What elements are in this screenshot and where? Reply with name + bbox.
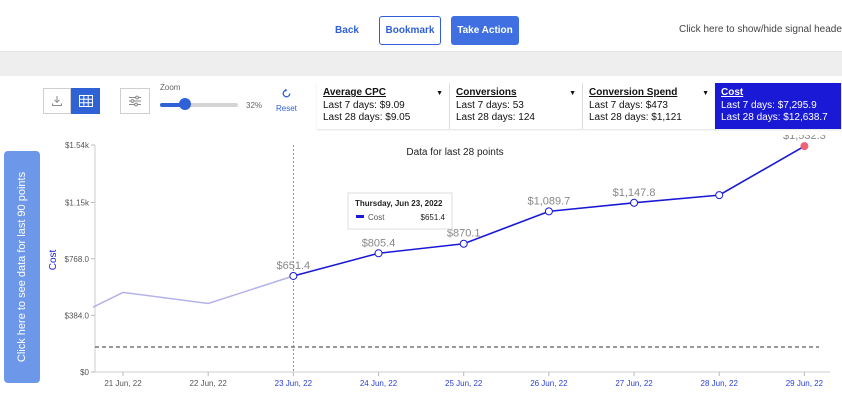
metric-card-average-cpc[interactable]: Average CPC ▼ Last 7 days: $9.09 Last 28… — [317, 83, 450, 129]
metric-title: Conversions — [456, 87, 517, 98]
tooltip-swatch — [356, 215, 364, 218]
y-tick-label: $1.15k — [65, 198, 90, 207]
y-tick-label: $384.0 — [65, 311, 90, 320]
data-label: $1,089.7 — [527, 195, 570, 207]
x-tick-label: 22 Jun, 22 — [189, 379, 227, 388]
download-icon — [52, 96, 62, 106]
x-tick-label: 28 Jun, 22 — [701, 379, 739, 388]
data-label: $1,532.3 — [783, 135, 826, 142]
caret-down-icon[interactable]: ▼ — [436, 90, 443, 97]
tooltip-date: Thursday, Jun 23, 2022 — [355, 199, 443, 208]
metric-last-28-days: Last 28 days: $1,121 — [589, 112, 682, 123]
data-point — [715, 191, 724, 200]
download-button[interactable] — [43, 88, 71, 114]
back-button[interactable]: Back — [325, 17, 369, 43]
metric-card-conversion-spend[interactable]: Conversion Spend ▼ Last 7 days: $473 Las… — [583, 83, 716, 129]
metric-last-7-days: Last 7 days: 53 — [456, 100, 524, 111]
toggle-signal-header-link[interactable]: Click here to show/hide signal header — [679, 24, 842, 35]
tooltip-series: Cost — [368, 213, 385, 222]
metric-last-28-days: Last 28 days: 124 — [456, 112, 535, 123]
metric-title: Average CPC — [323, 87, 386, 98]
metric-last-28-days: Last 28 days: $12,638.7 — [721, 112, 828, 123]
metric-last-28-days: Last 28 days: $9.05 — [323, 112, 411, 123]
table-view-button[interactable] — [71, 88, 100, 114]
data-point — [544, 207, 553, 216]
last-90-points-tab[interactable]: Click here to see data for last 90 point… — [4, 151, 40, 383]
data-label: $805.4 — [362, 237, 396, 249]
x-tick-label: 21 Jun, 22 — [104, 379, 142, 388]
caret-down-icon[interactable]: ▼ — [569, 90, 576, 97]
y-tick-label: $768.0 — [65, 255, 90, 264]
zoom-slider-fill — [160, 103, 185, 107]
x-tick-label: 23 Jun, 22 — [275, 379, 313, 388]
take-action-button[interactable]: Take Action — [451, 16, 519, 45]
tooltip-value: $651.4 — [421, 213, 446, 222]
data-point — [374, 249, 383, 258]
data-point — [289, 271, 298, 280]
x-tick-label: 26 Jun, 22 — [530, 379, 568, 388]
data-label: $1,147.8 — [613, 187, 656, 199]
metric-last-7-days: Last 7 days: $9.09 — [323, 100, 405, 111]
x-tick-label: 29 Jun, 22 — [786, 379, 824, 388]
metric-card-cost[interactable]: Cost Last 7 days: $7,295.9 Last 28 days:… — [715, 83, 842, 129]
metric-title: Conversion Spend — [589, 87, 678, 98]
sliders-icon — [129, 95, 141, 107]
header-separator — [0, 52, 842, 76]
reset-icon[interactable] — [281, 88, 292, 99]
metric-last-7-days: Last 7 days: $473 — [589, 100, 668, 111]
data-label: $651.4 — [277, 260, 311, 272]
data-label: $870.1 — [447, 228, 481, 240]
zoom-slider[interactable] — [160, 103, 238, 107]
y-tick-label: $1.54k — [65, 141, 90, 150]
zoom-slider-handle[interactable] — [178, 98, 191, 110]
zoom-label: Zoom — [160, 83, 181, 92]
data-point — [459, 239, 468, 248]
reset-button[interactable]: Reset — [276, 104, 297, 113]
metric-card-conversions[interactable]: Conversions ▼ Last 7 days: 53 Last 28 da… — [450, 83, 583, 129]
x-tick-label: 25 Jun, 22 — [445, 379, 483, 388]
bookmark-button[interactable]: Bookmark — [379, 16, 441, 45]
x-tick-label: 24 Jun, 22 — [360, 379, 398, 388]
y-tick-label: $0 — [80, 368, 89, 377]
signal-header: Back Bookmark Take Action Click here to … — [0, 0, 842, 52]
cost-line-chart: $0 $384.0 $768.0 $1.15k $1.54k 21 Jun, 22 22 J… — [48, 135, 830, 388]
metric-last-7-days: Last 7 days: $7,295.9 — [721, 100, 817, 111]
tooltip-box — [347, 192, 453, 230]
y-axis-label: Cost — [48, 249, 59, 270]
data-point — [800, 142, 809, 151]
chart-tooltip: Thursday, Jun 23, 2022 Cost $651.4 — [347, 192, 453, 230]
last-90-points-label: Click here to see data for last 90 point… — [16, 171, 28, 363]
grid-icon — [78, 95, 93, 107]
data-point — [630, 198, 639, 207]
caret-down-icon[interactable]: ▼ — [702, 90, 709, 97]
x-tick-label: 27 Jun, 22 — [615, 379, 653, 388]
faded-series-line — [92, 275, 294, 308]
metric-title: Cost — [721, 87, 744, 98]
chart-title: Data for last 28 points — [406, 147, 503, 158]
chart-settings-button[interactable] — [120, 88, 150, 114]
zoom-value: 32% — [246, 101, 263, 110]
